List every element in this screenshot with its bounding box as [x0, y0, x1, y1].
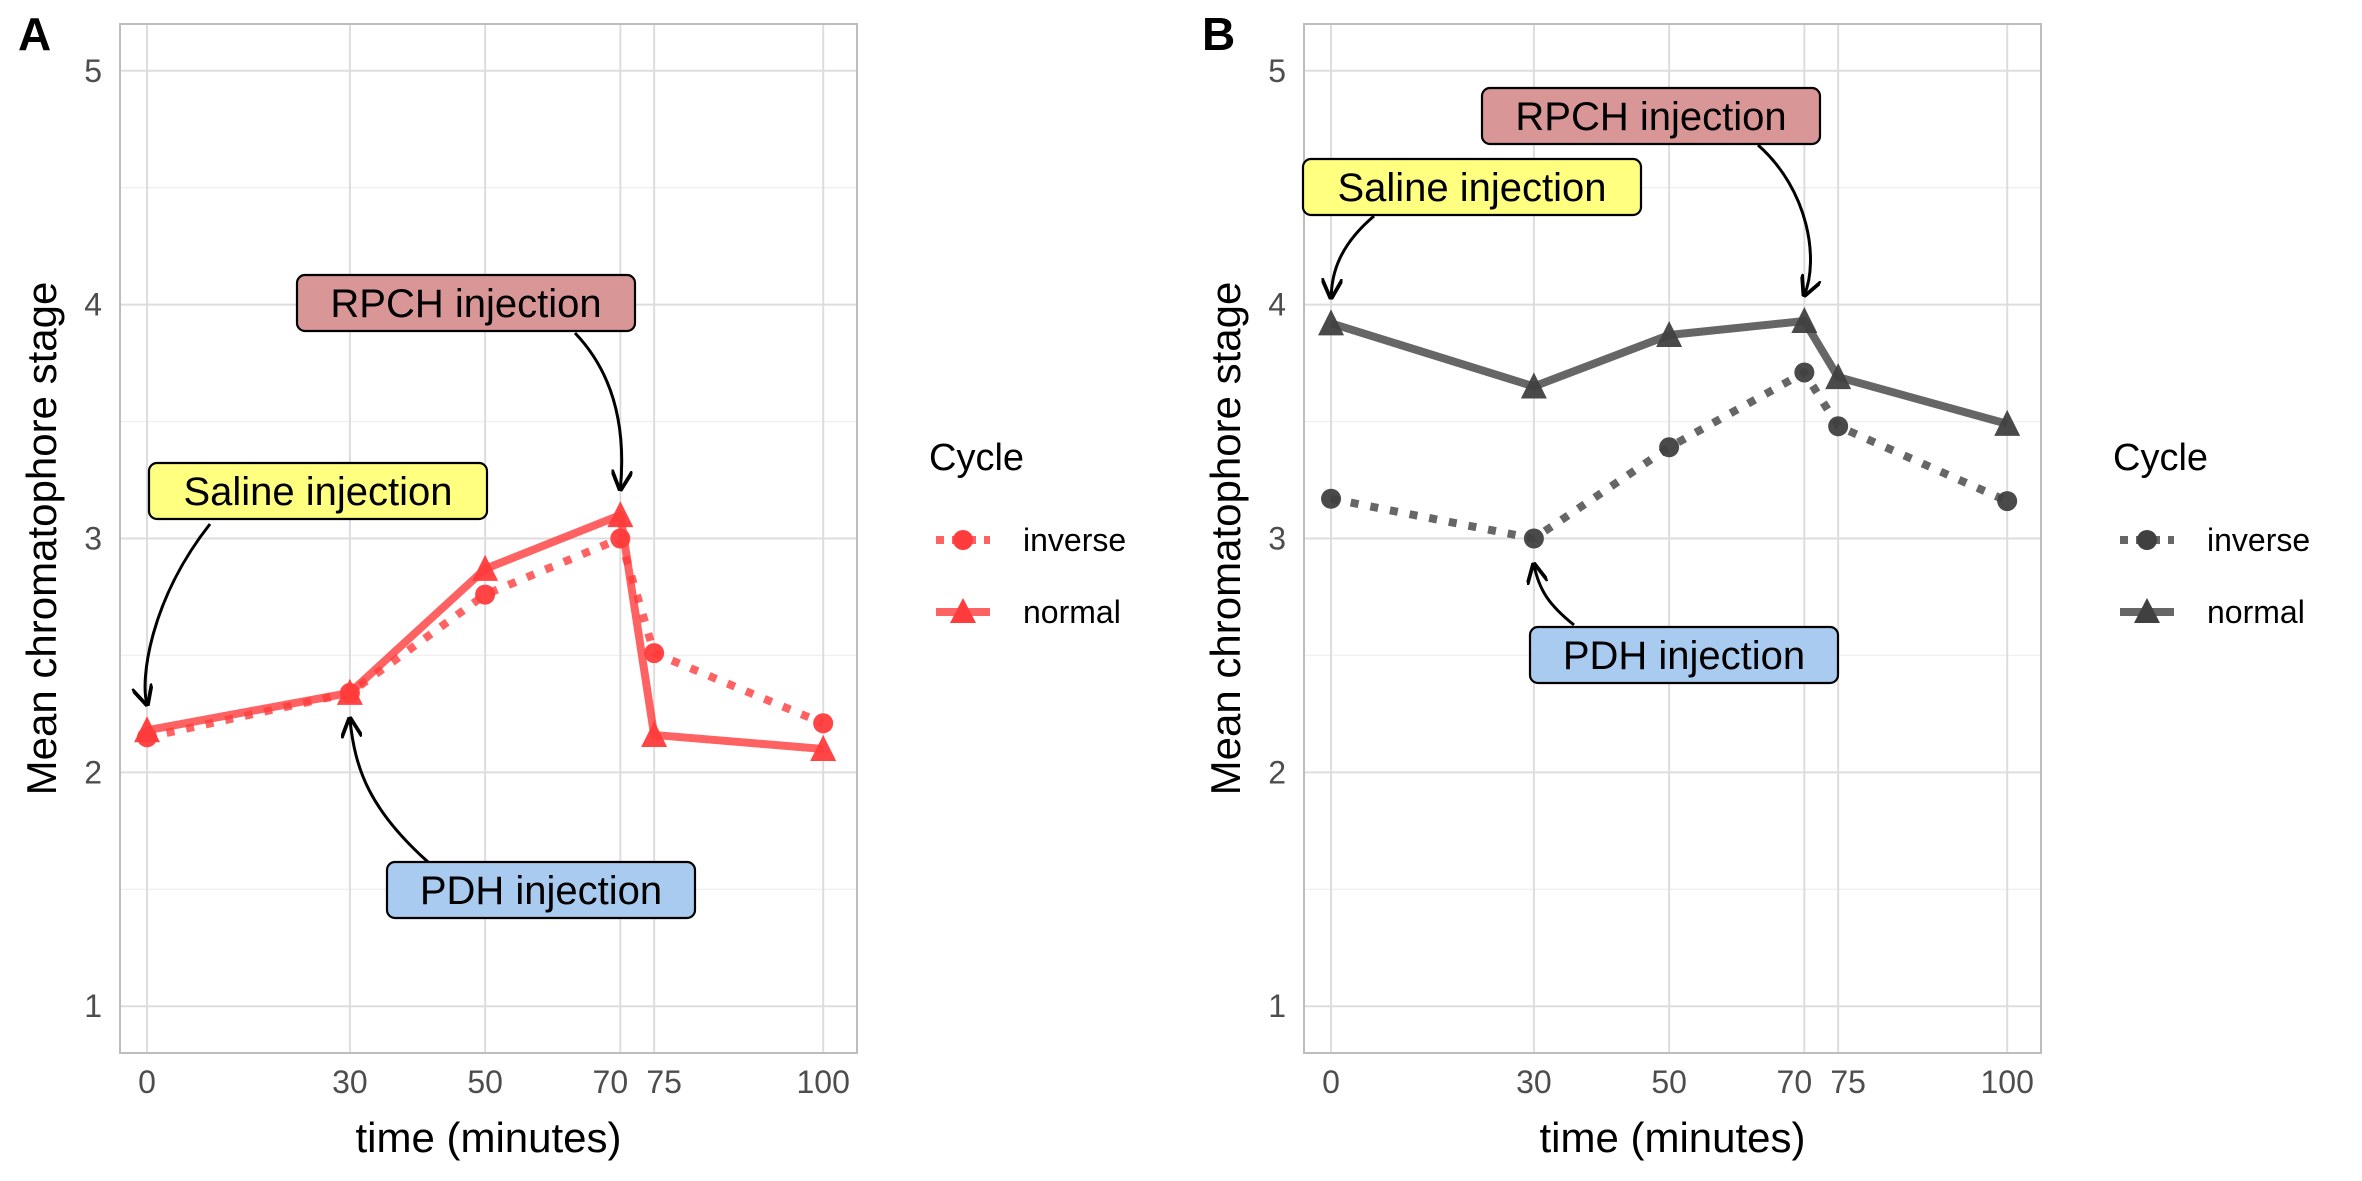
x-tick-label: 50	[1651, 1064, 1687, 1100]
x-axis-title: time (minutes)	[355, 1114, 621, 1161]
x-tick-label: 50	[467, 1064, 503, 1100]
annotation-box	[1480, 86, 1822, 146]
data-point-normal	[810, 734, 837, 761]
data-point-inverse	[1794, 362, 1815, 383]
data-point-inverse	[1997, 491, 2018, 512]
data-point-inverse	[1321, 488, 1342, 509]
panel-a: 0 30 50 70 75 100 1 2 3 4 5 time (minutes) Mean chro…	[18, 8, 1126, 1161]
legend-title: Cycle	[2113, 437, 2208, 479]
annotation-saline: Saline injection	[1301, 157, 1643, 297]
data-point-normal	[1994, 409, 2021, 436]
legend-marker-inverse	[953, 530, 973, 550]
data-point-inverse	[644, 643, 665, 664]
y-tick-label: 5	[1268, 53, 1286, 89]
x-tick-label: 100	[1980, 1064, 2033, 1100]
annotation-label: RPCH injection	[330, 282, 601, 326]
plot-border	[119, 23, 858, 1054]
annotation-label: Saline injection	[183, 470, 452, 514]
data-point-normal	[607, 501, 634, 528]
data-point-normal	[1825, 363, 1852, 390]
data-point-normal	[472, 554, 499, 581]
y-tick-label: 2	[84, 754, 102, 790]
x-tick-label: 75	[646, 1064, 682, 1100]
series-line-normal	[1329, 317, 2009, 428]
series-line-inverse	[1330, 368, 2009, 543]
annotation-label: Saline injection	[1337, 166, 1606, 210]
legend: Cycle inverse normal	[2113, 437, 2310, 630]
annotation-saline: Saline injection	[145, 461, 489, 704]
data-point-normal	[1318, 309, 1345, 336]
y-tick-label: 2	[1268, 754, 1286, 790]
y-tick-label: 5	[84, 53, 102, 89]
y-tick-label: 4	[84, 287, 102, 323]
x-axis-title: time (minutes)	[1539, 1114, 1805, 1161]
x-tick-label: 30	[1516, 1064, 1552, 1100]
legend-label-normal: normal	[2207, 594, 2305, 630]
x-tick-label: 0	[138, 1064, 156, 1100]
annotation-box	[1528, 625, 1840, 685]
legend-label-normal: normal	[1023, 594, 1121, 630]
data-point-inverse	[1659, 437, 1680, 458]
annotation-arrow	[1757, 143, 1811, 295]
x-tick-label: 70	[593, 1064, 629, 1100]
series-normal	[134, 501, 837, 761]
y-axis-title: Mean chromatophore stage	[18, 282, 65, 796]
annotation-arrow	[1331, 214, 1375, 297]
legend: Cycle inverse normal	[929, 437, 1126, 630]
annotation-rpch: RPCH injection	[295, 273, 637, 489]
y-tick-label: 3	[1268, 521, 1286, 557]
x-tick-label: 30	[332, 1064, 368, 1100]
panel-tag: A	[18, 8, 51, 60]
plot-border	[1303, 23, 2042, 1054]
series-normal	[1318, 307, 2021, 436]
annotation-box	[1301, 157, 1643, 217]
data-point-normal	[336, 678, 363, 705]
y-axis-title: Mean chromatophore stage	[1202, 282, 1249, 796]
legend-marker-normal	[2134, 598, 2160, 623]
series-inverse	[1321, 362, 2018, 549]
data-point-normal	[134, 716, 161, 743]
annotation-arrow	[1534, 565, 1575, 627]
annotation-arrow	[573, 331, 622, 489]
x-tick-label: 100	[796, 1064, 849, 1100]
annotation-label: RPCH injection	[1515, 95, 1786, 139]
data-point-inverse	[1523, 528, 1544, 549]
annotation-box	[295, 273, 637, 333]
x-tick-label: 75	[1830, 1064, 1866, 1100]
legend-label-inverse: inverse	[2207, 522, 2310, 558]
y-tick-label: 3	[84, 521, 102, 557]
annotation-arrow	[350, 719, 430, 864]
panel-tag: B	[1202, 8, 1235, 60]
y-tick-label: 1	[84, 988, 102, 1024]
data-point-normal	[1656, 321, 1683, 348]
annotation-pdh: PDH injection	[350, 719, 697, 920]
data-point-normal	[1791, 307, 1818, 334]
legend-marker-normal	[950, 598, 976, 623]
panel-b: 0 30 50 70 75 100 1 2 3 4 5 time (minutes) Mean chro…	[1202, 8, 2310, 1161]
legend-title: Cycle	[929, 437, 1024, 479]
series-line-normal	[146, 511, 824, 753]
data-point-inverse	[813, 713, 834, 734]
annotation-pdh: PDH injection	[1528, 565, 1840, 685]
annotation-box	[385, 860, 697, 920]
data-point-inverse	[1828, 416, 1849, 437]
series-line-inverse	[146, 534, 825, 742]
x-tick-label: 0	[1322, 1064, 1340, 1100]
legend-label-inverse: inverse	[1023, 522, 1126, 558]
annotation-rpch: RPCH injection	[1480, 86, 1822, 295]
annotation-label: PDH injection	[1563, 634, 1805, 678]
annotation-box	[147, 461, 489, 521]
legend-marker-inverse	[2137, 530, 2157, 550]
x-tick-label: 70	[1777, 1064, 1813, 1100]
data-point-inverse	[475, 584, 496, 605]
data-point-normal	[1520, 372, 1547, 399]
y-tick-label: 4	[1268, 287, 1286, 323]
data-point-normal	[641, 720, 668, 747]
annotation-arrow	[145, 523, 212, 704]
annotation-label: PDH injection	[420, 869, 662, 913]
y-tick-label: 1	[1268, 988, 1286, 1024]
